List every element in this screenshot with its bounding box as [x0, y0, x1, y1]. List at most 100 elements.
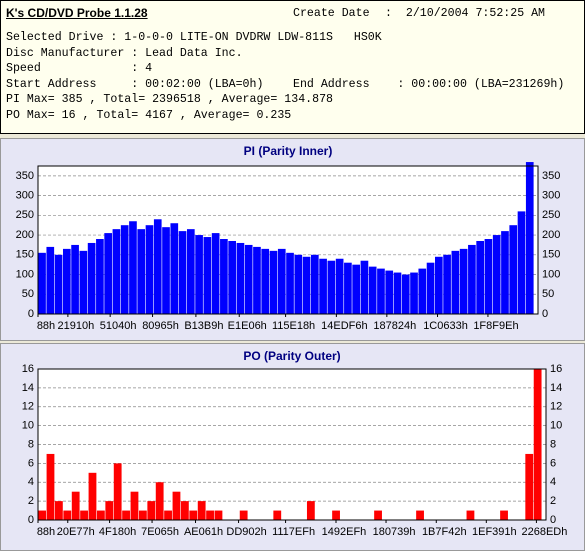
y2-tick-label: 6	[550, 457, 556, 469]
bar	[195, 235, 203, 314]
bar	[71, 491, 80, 520]
bar	[88, 472, 97, 520]
bar	[306, 501, 315, 520]
bar	[410, 272, 418, 314]
info-line: Start Address : 00:02:00 (LBA=0h)	[6, 78, 264, 91]
bar	[434, 256, 443, 314]
bar	[186, 229, 195, 314]
x-tick-label: 80965h	[142, 320, 179, 332]
info-line: End Address : 00:00:00 (LBA=231269h)	[293, 78, 565, 91]
bar	[385, 270, 394, 314]
bar	[302, 256, 311, 314]
info-line: Speed : 4	[6, 62, 153, 75]
bar	[145, 225, 154, 314]
x-tick-label: 7E065h	[141, 526, 179, 538]
y-tick-label: 350	[16, 170, 34, 182]
bar	[38, 252, 46, 314]
bar	[517, 211, 526, 314]
bar	[79, 250, 88, 314]
x-tick-label: 1117EFh	[272, 526, 315, 538]
y-tick-label: 2	[28, 495, 34, 507]
x-tick-label: 187824h	[373, 320, 416, 332]
y2-tick-label: 0	[550, 514, 556, 526]
bar	[525, 453, 534, 520]
bar	[220, 239, 228, 314]
x-tick-label: 1F8F9Eh	[473, 320, 518, 332]
x-tick-label: 20E77h	[57, 526, 95, 538]
info-line: PO Max= 16 , Total= 4167 , Average= 0.23…	[6, 109, 292, 122]
y2-tick-label: 14	[550, 382, 562, 394]
bar	[130, 491, 139, 520]
plot-area	[38, 369, 546, 520]
bar	[211, 233, 220, 314]
bar	[96, 239, 104, 314]
bar	[104, 233, 112, 314]
bar	[451, 250, 460, 314]
bar	[310, 254, 319, 314]
bar	[374, 510, 382, 520]
bar	[164, 510, 172, 520]
bar	[277, 248, 286, 314]
x-tick-label: 88h	[37, 526, 55, 538]
bar	[80, 510, 88, 520]
x-tick-label: 51040h	[100, 320, 137, 332]
y2-tick-label: 350	[542, 170, 560, 182]
bar	[360, 260, 369, 314]
bar	[525, 162, 534, 314]
y-tick-label: 0	[28, 308, 34, 320]
bar	[138, 510, 147, 520]
y-tick-label: 4	[28, 476, 34, 488]
plot-border	[37, 165, 539, 315]
bar	[155, 482, 164, 520]
bar	[393, 272, 402, 314]
bar	[244, 244, 253, 314]
bar	[476, 240, 484, 314]
x-tick-label: 4F180h	[99, 526, 136, 538]
y-tick-label: 10	[22, 420, 34, 432]
bar	[335, 258, 344, 314]
y2-tick-label: 0	[542, 308, 548, 320]
info-line: PI Max= 385 , Total= 2396518 , Average= …	[6, 93, 333, 106]
y2-tick-label: 250	[542, 209, 560, 221]
bar	[501, 231, 509, 314]
create-date: : 2/10/2004 7:52:25 AM	[385, 7, 546, 20]
bar	[459, 248, 468, 314]
bar	[153, 219, 162, 314]
info-line: Disc Manufacturer : Lead Data Inc.	[6, 47, 243, 60]
app-title: K's CD/DVD Probe 1.1.28	[6, 6, 148, 20]
bar	[122, 510, 130, 520]
bar	[46, 453, 55, 520]
x-tick-label: 1492EFh	[322, 526, 367, 538]
x-tick-label: 1C0633h	[423, 320, 468, 332]
bar	[418, 268, 427, 314]
y-tick-label: 250	[16, 209, 34, 221]
bar	[113, 463, 122, 520]
y-tick-label: 16	[22, 363, 34, 375]
y2-tick-label: 16	[550, 363, 562, 375]
bar	[46, 246, 55, 314]
y2-tick-label: 4	[550, 476, 556, 488]
y-tick-label: 0	[28, 514, 34, 526]
bar	[87, 242, 96, 314]
x-tick-label: 14EDF6h	[321, 320, 367, 332]
y2-tick-label: 50	[542, 288, 554, 300]
y-tick-label: 14	[22, 382, 34, 394]
bar	[228, 240, 236, 314]
bar	[38, 510, 46, 520]
bar	[416, 510, 424, 520]
bar	[63, 510, 72, 520]
info-panel: K's CD/DVD Probe 1.1.28 Create Date : 2/…	[0, 0, 585, 134]
bar	[170, 223, 179, 314]
bar	[332, 510, 340, 520]
y2-tick-label: 150	[542, 249, 560, 261]
bar	[147, 501, 156, 520]
bar	[206, 510, 214, 520]
bar	[273, 510, 282, 520]
y-tick-label: 150	[16, 249, 34, 261]
chart-title: PO (Parity Outer)	[243, 349, 340, 363]
bar	[269, 250, 278, 314]
bar	[120, 225, 129, 314]
bar	[162, 227, 170, 314]
bar	[197, 501, 206, 520]
